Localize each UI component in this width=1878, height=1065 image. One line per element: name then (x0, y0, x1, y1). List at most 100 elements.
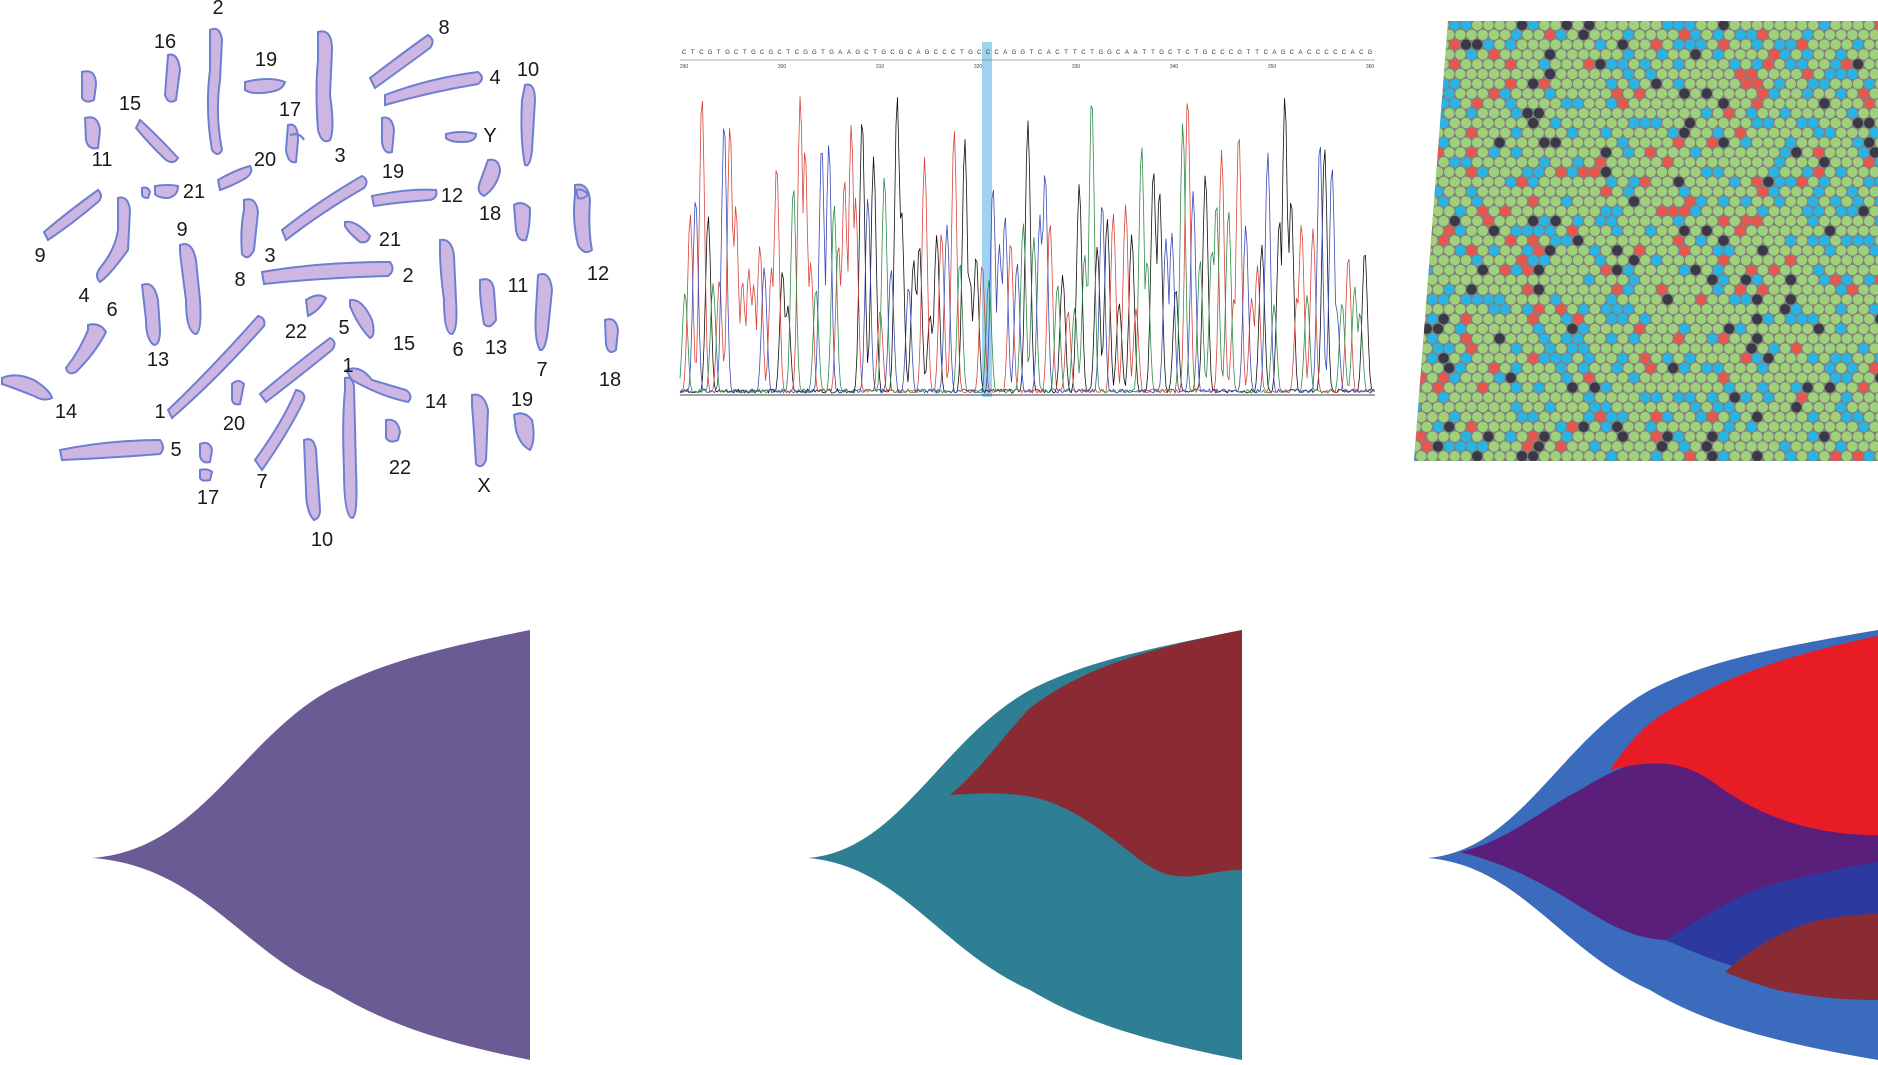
bead (1651, 333, 1662, 344)
chromosome (342, 376, 358, 520)
bead (1673, 431, 1684, 442)
bead (1662, 451, 1673, 461)
bead (1690, 245, 1701, 256)
bead (1488, 460, 1500, 461)
bead (1656, 284, 1668, 295)
bead (1606, 137, 1617, 148)
bead (1438, 21, 1449, 31)
bead (1724, 323, 1735, 334)
bead (1505, 39, 1516, 50)
bead (1757, 68, 1768, 80)
bead (1819, 39, 1830, 50)
bead (1852, 176, 1864, 187)
bead (1679, 166, 1690, 178)
bead (1763, 176, 1774, 187)
bead (1791, 441, 1802, 452)
bead (1668, 284, 1679, 295)
bead (1516, 235, 1528, 246)
bead (1595, 59, 1606, 70)
bead (1584, 372, 1595, 383)
chromosome (370, 188, 438, 208)
bead (1740, 39, 1752, 50)
bead (1539, 451, 1550, 461)
bead (1836, 127, 1847, 138)
bead (1444, 343, 1455, 354)
bead (1544, 323, 1556, 334)
bead (1556, 264, 1567, 276)
bead (1752, 196, 1763, 207)
bead (1460, 274, 1472, 285)
bead (1718, 176, 1729, 187)
bead (1414, 235, 1416, 246)
bead (1584, 353, 1595, 364)
bead (1472, 411, 1483, 423)
bead (1696, 294, 1707, 305)
bead (1606, 392, 1617, 403)
bead (1427, 215, 1438, 227)
bead (1556, 68, 1567, 80)
bead (1584, 137, 1595, 148)
bead (1528, 451, 1539, 461)
bead (1819, 411, 1830, 423)
bead (1488, 304, 1500, 315)
bead (1511, 343, 1522, 354)
bead (1584, 274, 1595, 285)
bead (1460, 117, 1472, 129)
bead (1550, 411, 1561, 423)
bead (1712, 166, 1724, 178)
bead (1511, 68, 1522, 80)
bead (1746, 29, 1757, 40)
bead (1729, 196, 1740, 207)
bead (1841, 353, 1852, 364)
bead (1572, 157, 1584, 168)
bead (1460, 196, 1472, 207)
bead (1427, 274, 1438, 285)
bead (1752, 215, 1763, 227)
bead (1589, 245, 1600, 256)
chromosome-number-label: 19 (382, 161, 404, 183)
bead (1780, 166, 1791, 178)
bead (1628, 39, 1640, 50)
bead (1819, 117, 1830, 129)
bead (1813, 127, 1824, 138)
bead (1414, 451, 1416, 461)
bead (1488, 441, 1500, 452)
bead (1444, 441, 1455, 452)
bead (1819, 235, 1830, 246)
bead (1796, 21, 1808, 31)
bead (1740, 392, 1752, 403)
bead (1421, 284, 1432, 295)
bead (1449, 235, 1460, 246)
bead (1684, 255, 1696, 266)
bead (1414, 147, 1421, 158)
bead (1780, 147, 1791, 158)
bead (1589, 382, 1600, 393)
bead (1824, 166, 1836, 178)
bead (1455, 323, 1466, 334)
bead (1612, 441, 1623, 452)
bead (1684, 431, 1696, 442)
bead (1740, 59, 1752, 70)
bead (1556, 186, 1567, 197)
base-call: G (881, 50, 886, 56)
bead (1539, 215, 1550, 227)
bead (1561, 313, 1572, 325)
bead (1477, 343, 1488, 354)
bead (1589, 29, 1600, 40)
base-call: G (1012, 50, 1017, 56)
bead (1718, 98, 1729, 109)
bead (1628, 411, 1640, 423)
bead (1449, 137, 1460, 148)
bead (1679, 147, 1690, 158)
bead (1561, 117, 1572, 129)
bead (1656, 206, 1668, 217)
fish-plot-single-clone (80, 620, 550, 1060)
bead (1414, 215, 1416, 227)
bead (1561, 431, 1572, 442)
bead (1612, 88, 1623, 99)
bead (1724, 460, 1735, 461)
bead (1612, 284, 1623, 295)
bead (1836, 29, 1847, 40)
bead (1679, 29, 1690, 40)
